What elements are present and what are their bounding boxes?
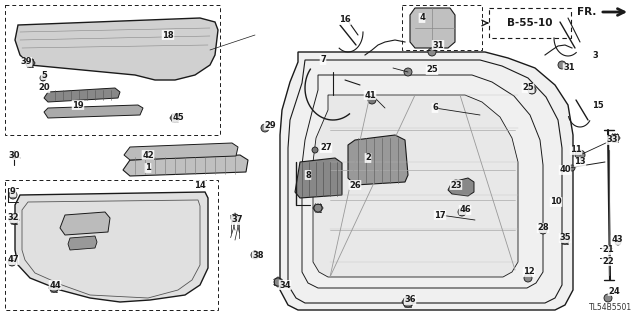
Text: 38: 38 (252, 251, 264, 261)
Text: 30: 30 (8, 151, 20, 160)
Circle shape (403, 297, 413, 307)
Text: 32: 32 (7, 213, 19, 222)
Circle shape (404, 68, 412, 76)
Circle shape (569, 165, 575, 171)
Circle shape (539, 226, 547, 234)
Text: 18: 18 (162, 31, 174, 40)
Circle shape (26, 59, 34, 67)
Text: 7: 7 (320, 56, 326, 64)
Circle shape (261, 124, 269, 132)
Circle shape (8, 258, 16, 266)
Circle shape (604, 294, 612, 302)
Polygon shape (15, 192, 208, 302)
Text: 14: 14 (194, 181, 206, 189)
Text: 31: 31 (563, 63, 575, 72)
Circle shape (231, 214, 239, 222)
Text: 10: 10 (550, 197, 562, 206)
Text: 43: 43 (611, 235, 623, 244)
Circle shape (575, 150, 585, 160)
Polygon shape (44, 105, 143, 118)
Text: 37: 37 (231, 216, 243, 225)
Text: 13: 13 (574, 158, 586, 167)
Text: 27: 27 (320, 144, 332, 152)
Polygon shape (68, 236, 97, 250)
Circle shape (528, 86, 536, 94)
Circle shape (312, 147, 318, 153)
Text: 15: 15 (592, 100, 604, 109)
Bar (5, 5, 220, 135)
Circle shape (368, 96, 376, 104)
Text: 28: 28 (537, 224, 549, 233)
Text: 35: 35 (559, 234, 571, 242)
Text: 45: 45 (172, 114, 184, 122)
Text: 24: 24 (608, 286, 620, 295)
Text: 8: 8 (305, 170, 311, 180)
Polygon shape (295, 158, 342, 198)
Text: TL54B5501: TL54B5501 (589, 303, 632, 312)
Polygon shape (313, 95, 518, 277)
Circle shape (558, 61, 566, 69)
Circle shape (314, 204, 322, 212)
Text: 19: 19 (72, 100, 84, 109)
Text: 47: 47 (7, 256, 19, 264)
Circle shape (451, 180, 461, 190)
Circle shape (428, 48, 436, 56)
Polygon shape (348, 135, 408, 185)
Bar (402, 5, 482, 50)
Text: 17: 17 (434, 211, 446, 219)
Text: 21: 21 (602, 246, 614, 255)
Text: 26: 26 (349, 181, 361, 189)
Text: 5: 5 (41, 70, 47, 79)
Circle shape (458, 208, 466, 216)
Circle shape (171, 114, 179, 122)
Polygon shape (410, 8, 455, 48)
Polygon shape (280, 52, 573, 310)
Text: 46: 46 (459, 205, 471, 214)
Bar (5, 180, 218, 310)
Polygon shape (60, 212, 110, 235)
Text: 22: 22 (602, 256, 614, 265)
Circle shape (274, 278, 282, 286)
Circle shape (9, 191, 17, 199)
Text: 25: 25 (522, 84, 534, 93)
Text: 29: 29 (264, 121, 276, 130)
Text: 11: 11 (570, 145, 582, 154)
Text: 39: 39 (20, 57, 32, 66)
Text: 20: 20 (38, 84, 50, 93)
Text: FR.: FR. (577, 7, 596, 17)
Circle shape (251, 251, 259, 259)
Circle shape (40, 75, 46, 81)
Text: 36: 36 (404, 295, 416, 305)
Text: 16: 16 (339, 16, 351, 25)
Text: 40: 40 (559, 166, 571, 174)
Text: 25: 25 (426, 65, 438, 75)
Circle shape (10, 216, 18, 224)
Text: 12: 12 (523, 268, 535, 277)
Polygon shape (15, 18, 218, 80)
Polygon shape (124, 143, 238, 160)
Text: 9: 9 (10, 188, 16, 197)
Circle shape (50, 284, 58, 292)
Polygon shape (448, 178, 474, 196)
Polygon shape (123, 155, 248, 176)
Text: 3: 3 (592, 50, 598, 60)
Text: 33: 33 (606, 136, 618, 145)
Text: 42: 42 (142, 151, 154, 160)
Text: 6: 6 (432, 103, 438, 113)
Text: 41: 41 (364, 91, 376, 100)
Circle shape (12, 155, 16, 159)
Text: 2: 2 (365, 153, 371, 162)
Text: 23: 23 (450, 181, 462, 189)
Text: B-55-10: B-55-10 (508, 18, 553, 28)
Text: 4: 4 (419, 13, 425, 23)
Circle shape (561, 236, 569, 244)
Text: 31: 31 (432, 41, 444, 49)
Circle shape (611, 134, 619, 142)
Circle shape (615, 239, 621, 245)
Text: 1: 1 (145, 164, 151, 173)
Text: 44: 44 (49, 280, 61, 290)
Text: 34: 34 (279, 280, 291, 290)
Circle shape (524, 274, 532, 282)
Polygon shape (44, 88, 120, 102)
